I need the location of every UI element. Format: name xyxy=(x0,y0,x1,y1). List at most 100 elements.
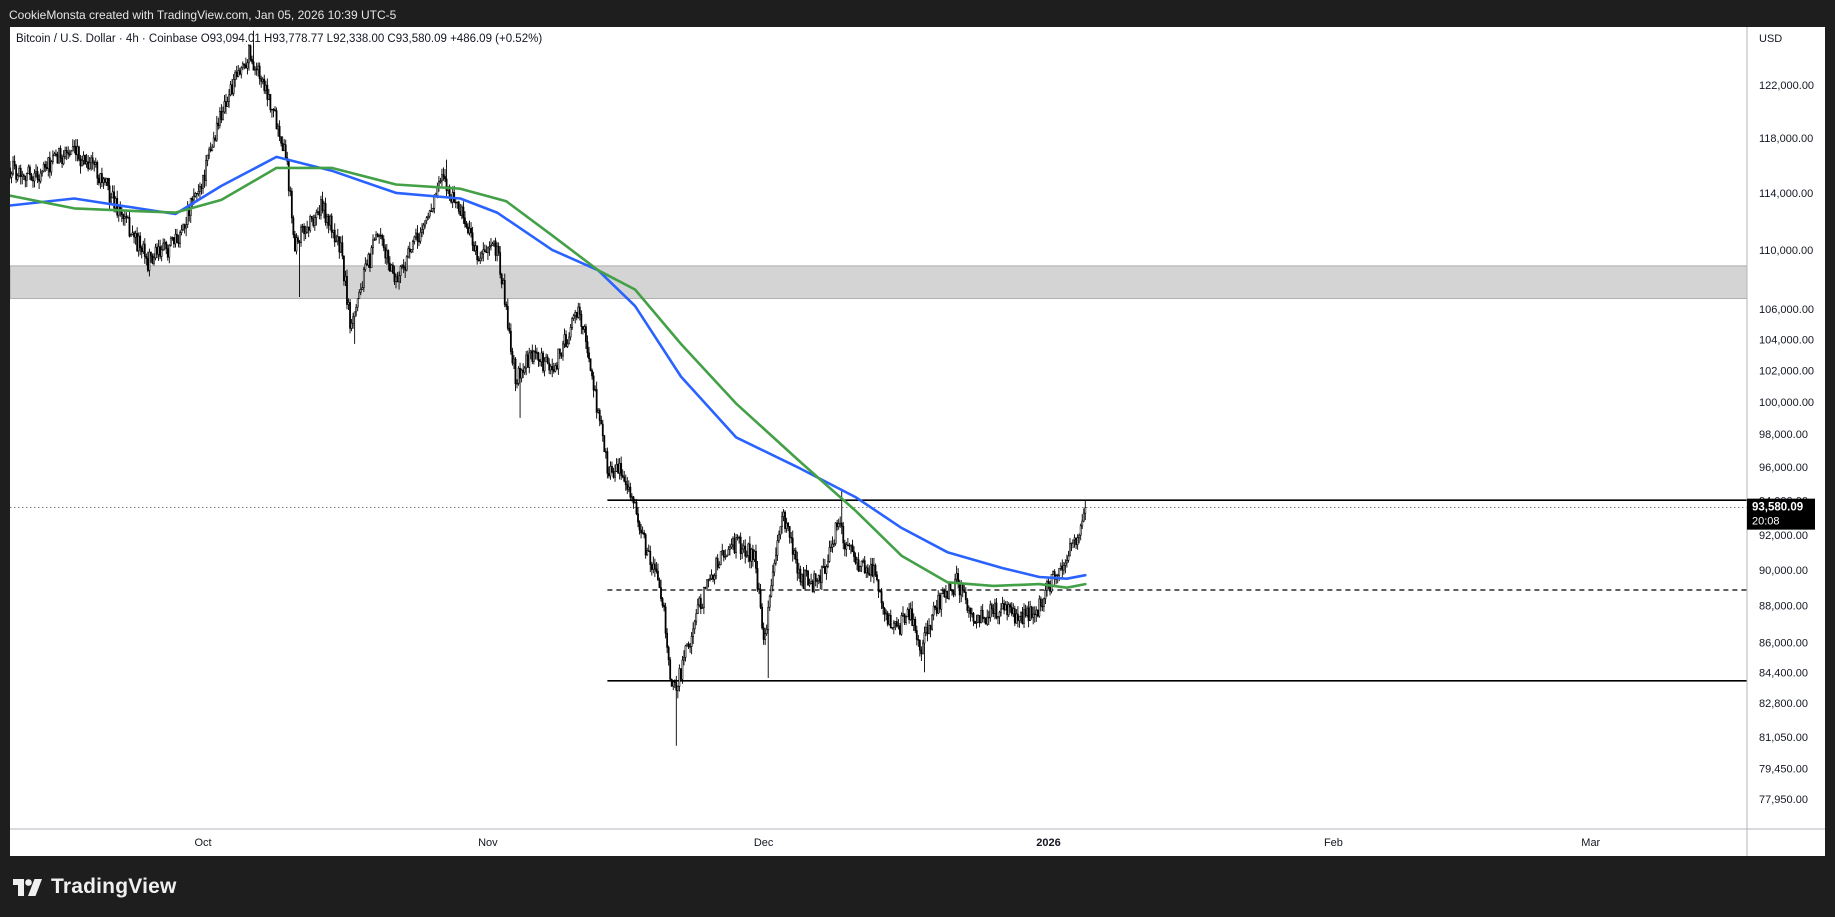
candle-392 xyxy=(609,461,612,480)
candle-663 xyxy=(1024,604,1027,618)
candle-body xyxy=(473,244,476,252)
candle-body xyxy=(923,632,926,644)
candle-435 xyxy=(675,675,678,746)
candle-33 xyxy=(59,145,62,163)
candle-body xyxy=(405,256,408,271)
candle-8 xyxy=(21,170,24,185)
price-chart[interactable]: USD 122,000.00 118,000.00 114,000.00 110,000… xyxy=(10,27,1825,856)
candle-425 xyxy=(660,579,662,602)
candle-body xyxy=(869,563,872,576)
candle-469 xyxy=(727,546,730,556)
candle-395 xyxy=(614,464,616,482)
candle-389 xyxy=(604,448,607,459)
candle-body xyxy=(739,536,742,555)
y-tick-label: 106,000.00 xyxy=(1759,304,1814,316)
candle-body xyxy=(346,276,348,305)
candle-133 xyxy=(212,131,215,148)
candle-body xyxy=(620,463,623,476)
candle-215 xyxy=(338,236,341,259)
candle-134 xyxy=(214,135,217,142)
axes-layer[interactable]: USD 122,000.00 118,000.00 114,000.00 110,000… xyxy=(10,27,1825,856)
candle-544 xyxy=(842,521,845,550)
candle-body xyxy=(303,225,305,234)
candle-446 xyxy=(692,622,695,645)
candle-body xyxy=(520,369,523,379)
candle-body xyxy=(692,628,695,637)
candle-body xyxy=(502,280,505,285)
candle-body xyxy=(321,199,324,211)
candle-619 xyxy=(957,568,960,589)
candle-body xyxy=(65,150,68,154)
candle-299 xyxy=(467,222,469,235)
candle-673 xyxy=(1039,596,1042,612)
candle-486 xyxy=(753,549,756,562)
candle-131 xyxy=(209,142,212,153)
candle-476 xyxy=(738,535,741,544)
candle-632 xyxy=(977,614,979,623)
candle-481 xyxy=(745,550,748,558)
candle-221 xyxy=(347,298,350,310)
candle-body xyxy=(35,171,37,174)
candle-421 xyxy=(653,558,656,577)
candle-234 xyxy=(367,252,370,268)
tradingview-logo[interactable]: TradingView xyxy=(13,874,177,900)
candle-60 xyxy=(101,167,103,188)
candle-body xyxy=(670,678,673,687)
candle-505 xyxy=(782,509,785,522)
candle-574 xyxy=(888,613,891,626)
candle-body xyxy=(105,178,108,183)
candle-body xyxy=(218,111,221,127)
candle-body xyxy=(885,612,888,615)
levels-layer xyxy=(10,499,1747,682)
candle-324 xyxy=(505,301,508,310)
candle-464 xyxy=(719,551,722,566)
candle-441 xyxy=(684,644,687,662)
candle-633 xyxy=(978,615,981,628)
candle-182 xyxy=(287,160,290,197)
candle-230 xyxy=(361,281,364,290)
candle-body xyxy=(1066,559,1068,564)
candle-body xyxy=(61,157,63,165)
candle-body xyxy=(989,604,992,618)
candle-547 xyxy=(846,537,849,547)
candle-137 xyxy=(218,107,221,129)
candle-21 xyxy=(41,170,44,177)
candle-43 xyxy=(74,138,77,162)
candle-634 xyxy=(980,605,983,624)
candle-body xyxy=(166,248,169,258)
candle-body xyxy=(359,288,362,293)
candle-229 xyxy=(359,283,362,296)
candle-416 xyxy=(646,547,649,556)
moving-average-slow xyxy=(10,166,1087,589)
chart-frame[interactable]: USD 122,000.00 118,000.00 114,000.00 110,000… xyxy=(10,27,1825,856)
candle-348 xyxy=(542,350,544,374)
candle-body xyxy=(516,383,518,385)
candle-210 xyxy=(330,213,333,239)
candle-body xyxy=(969,607,972,614)
candle-body xyxy=(581,326,584,330)
candle-528 xyxy=(817,574,820,585)
candle-body xyxy=(183,224,186,229)
candle-body xyxy=(78,146,80,160)
candle-593 xyxy=(917,634,920,647)
candle-591 xyxy=(914,616,917,634)
candle-body xyxy=(76,146,79,156)
candle-623 xyxy=(963,585,966,593)
candle-body xyxy=(1073,537,1076,541)
y-tick-label: 98,000.00 xyxy=(1759,429,1808,441)
candle-701 xyxy=(1082,508,1085,523)
candle-399 xyxy=(620,456,623,480)
candle-body xyxy=(974,620,976,624)
candle-body xyxy=(244,64,247,69)
candle-66 xyxy=(110,192,112,204)
candle-body xyxy=(899,625,901,635)
candle-180 xyxy=(284,139,287,160)
candle-body xyxy=(983,617,986,619)
candle-365 xyxy=(568,332,570,345)
candle-body xyxy=(248,45,250,64)
candle-body xyxy=(470,227,472,234)
candle-body xyxy=(980,609,983,624)
candle-body xyxy=(755,550,757,569)
candle-body xyxy=(568,336,570,345)
candle-body xyxy=(1006,604,1009,616)
